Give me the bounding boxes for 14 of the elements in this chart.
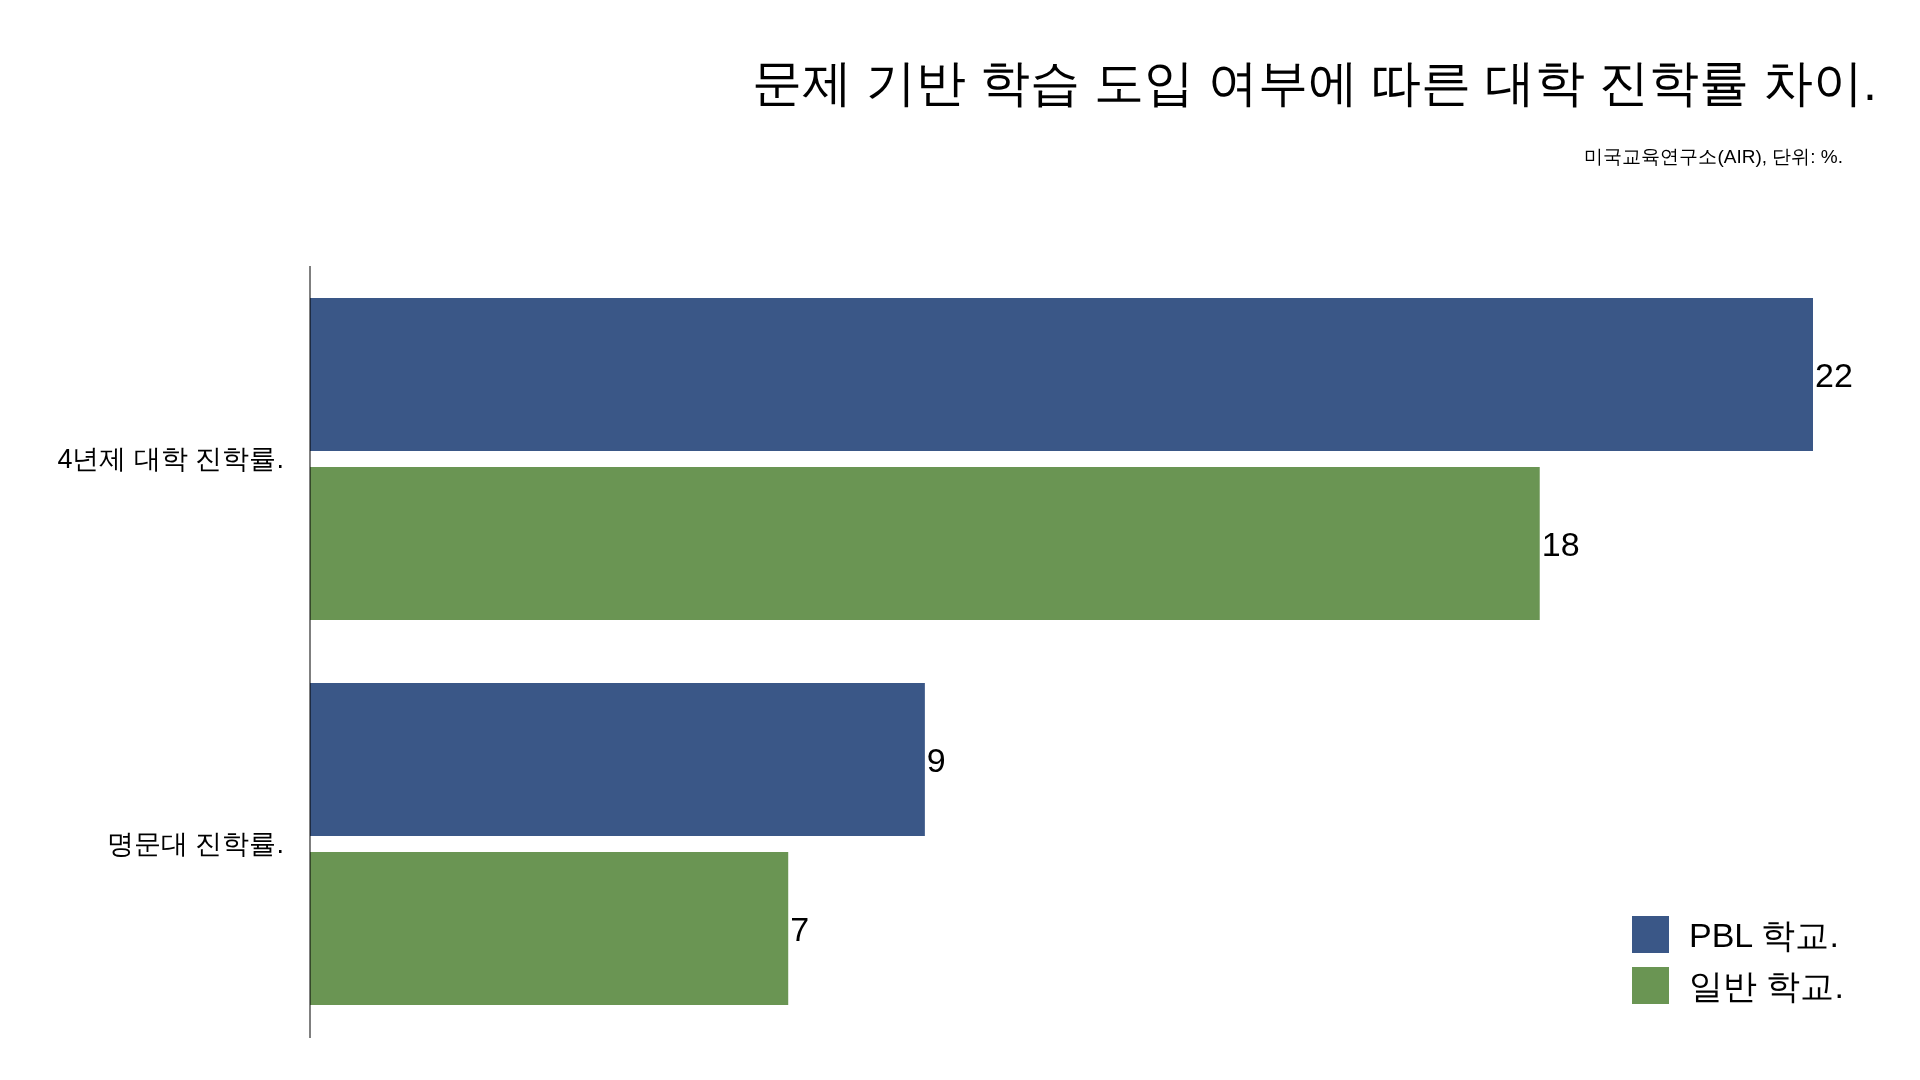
legend-label: PBL 학교. (1689, 916, 1839, 954)
data-label: 7 (790, 909, 810, 948)
legend-label: 일반 학교. (1689, 967, 1844, 1005)
chart-title: 문제 기반 학습 도입 여부에 따른 대학 진학률 차이. (751, 55, 1877, 111)
bar (310, 298, 1813, 451)
bar (310, 852, 789, 1005)
y-tick-label: 명문대 진학률. (106, 829, 284, 859)
y-tick-label: 4년제 대학 진학률. (57, 444, 284, 474)
data-label: 18 (1541, 524, 1580, 563)
bar (310, 467, 1540, 620)
bar (310, 683, 925, 836)
text: 미국교육연구소(AIR), 단위: %. (1584, 146, 1843, 167)
data-label: 9 (926, 740, 946, 779)
data-label: 22 (1815, 355, 1853, 394)
